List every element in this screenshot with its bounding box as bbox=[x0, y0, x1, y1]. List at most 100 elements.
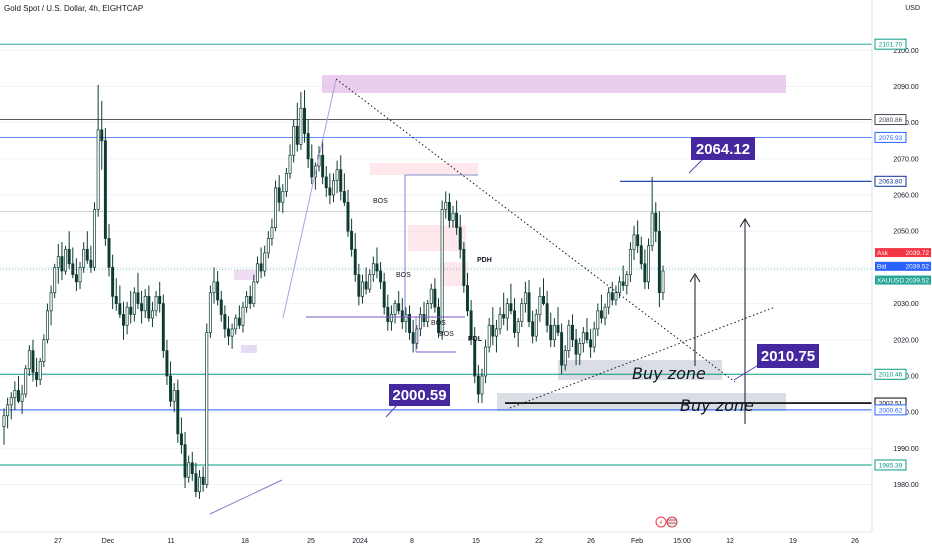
quote-badge-value: 2039.52 bbox=[906, 264, 930, 271]
candle-body bbox=[657, 230, 661, 294]
price-tick-label: 1990.00 bbox=[893, 446, 918, 453]
callout-2064: 2064.12 bbox=[696, 141, 750, 158]
purple-trendline-bottom[interactable] bbox=[209, 479, 283, 515]
candle-body bbox=[143, 295, 147, 312]
candle-body bbox=[136, 292, 140, 304]
candle-body bbox=[661, 270, 665, 294]
quote-badge[interactable] bbox=[875, 248, 931, 258]
bos-marker-4: BOS bbox=[439, 331, 454, 338]
candle-body bbox=[346, 201, 350, 232]
buy-zone-lower[interactable] bbox=[497, 393, 786, 411]
price-badge[interactable] bbox=[874, 131, 907, 143]
quote-badge-value: 2039.52 bbox=[906, 277, 930, 284]
candle-body bbox=[172, 390, 176, 402]
price-badge[interactable] bbox=[874, 175, 907, 187]
price-tick-label: 1980.00 bbox=[893, 482, 918, 489]
us-flag-icon[interactable] bbox=[666, 516, 678, 528]
price-badge[interactable] bbox=[874, 459, 907, 471]
callout-box-2064[interactable] bbox=[691, 137, 755, 160]
candle-body bbox=[96, 129, 100, 210]
order-block-1 bbox=[370, 163, 478, 175]
time-tick-label: Dec bbox=[102, 538, 115, 545]
candle-body bbox=[158, 295, 162, 304]
callout-2000: 2000.59 bbox=[392, 387, 446, 404]
candle-body bbox=[201, 476, 205, 485]
candle-body bbox=[487, 324, 491, 348]
candle-body bbox=[556, 324, 560, 333]
candle-body bbox=[85, 248, 89, 261]
candle-body bbox=[27, 350, 31, 370]
candle-body bbox=[17, 390, 20, 402]
candle-body bbox=[607, 292, 611, 308]
time-tick-label: 27 bbox=[54, 538, 62, 545]
candle-body bbox=[270, 227, 274, 239]
candle-body bbox=[469, 310, 473, 341]
quote-badge-name: XAUUSD bbox=[877, 277, 904, 284]
candle-body bbox=[56, 256, 60, 268]
candle-body bbox=[473, 339, 477, 377]
flash-glyph-icon: ⚡ bbox=[659, 519, 664, 527]
candle-body bbox=[274, 187, 278, 228]
candle-body bbox=[375, 263, 379, 272]
candle-body bbox=[165, 350, 169, 377]
candle-body bbox=[150, 310, 154, 319]
candle-body bbox=[599, 310, 603, 319]
candle-body bbox=[353, 248, 357, 275]
candle-body bbox=[516, 321, 520, 333]
candle-body bbox=[93, 209, 96, 268]
candle-body bbox=[429, 288, 433, 304]
candle-body bbox=[404, 314, 408, 323]
candle-body bbox=[360, 281, 364, 297]
candle-body bbox=[491, 324, 495, 337]
price-badge[interactable] bbox=[874, 368, 907, 380]
price-badge[interactable] bbox=[874, 38, 907, 50]
ascending-trendline[interactable] bbox=[509, 306, 776, 409]
buy-zone-label-lower: Buy zone bbox=[680, 396, 754, 415]
price-badge-label: 2002.51 bbox=[879, 400, 903, 407]
candle-body bbox=[82, 248, 86, 268]
candle-body bbox=[227, 328, 230, 337]
candle-body bbox=[42, 339, 46, 362]
quote-badge-name: Ask bbox=[877, 250, 889, 257]
time-axis-panel[interactable] bbox=[0, 532, 932, 550]
candle-body bbox=[230, 328, 234, 337]
candle-body bbox=[248, 295, 252, 304]
candle-body bbox=[371, 263, 375, 275]
event-flash-icon[interactable] bbox=[655, 516, 667, 528]
candle-body bbox=[505, 303, 509, 319]
candle-body bbox=[252, 281, 256, 304]
candle-body bbox=[60, 256, 64, 272]
candle-body bbox=[169, 375, 173, 402]
price-tick-label: 2050.00 bbox=[893, 229, 918, 236]
callout-box-2000[interactable] bbox=[389, 384, 450, 406]
price-badge[interactable] bbox=[874, 404, 907, 416]
time-tick-label: 18 bbox=[241, 538, 249, 545]
bos-marker-1: BOS bbox=[373, 198, 388, 205]
currency-label: USD bbox=[905, 5, 920, 12]
price-badge[interactable] bbox=[874, 114, 907, 126]
price-badge-label: 2075.93 bbox=[879, 135, 903, 142]
purple-trendline-up[interactable] bbox=[282, 79, 337, 319]
time-tick-label: 2024 bbox=[352, 538, 368, 545]
candle-body bbox=[140, 303, 144, 312]
quote-badge[interactable] bbox=[875, 261, 931, 271]
candle-body bbox=[237, 317, 241, 326]
candle-body bbox=[78, 267, 82, 283]
candle-body bbox=[2, 415, 6, 427]
arrow-large-head bbox=[739, 218, 751, 228]
candle-body bbox=[281, 191, 285, 203]
callout-box-2010[interactable] bbox=[757, 344, 819, 368]
time-tick-label: 26 bbox=[587, 538, 595, 545]
candle-body bbox=[299, 107, 303, 145]
candle-body bbox=[342, 191, 346, 203]
buy-zone-upper[interactable] bbox=[558, 360, 722, 380]
candle-body bbox=[422, 314, 426, 323]
quote-badge[interactable] bbox=[875, 275, 931, 285]
candle-body bbox=[494, 328, 498, 337]
supply-zone[interactable] bbox=[322, 75, 786, 93]
annotation-layer-front: 2064.12 2000.59 2010.75 Buy zone Buy zon… bbox=[209, 78, 819, 515]
candle-body bbox=[426, 303, 430, 323]
candle-body bbox=[255, 263, 259, 283]
candle-body bbox=[53, 267, 57, 294]
